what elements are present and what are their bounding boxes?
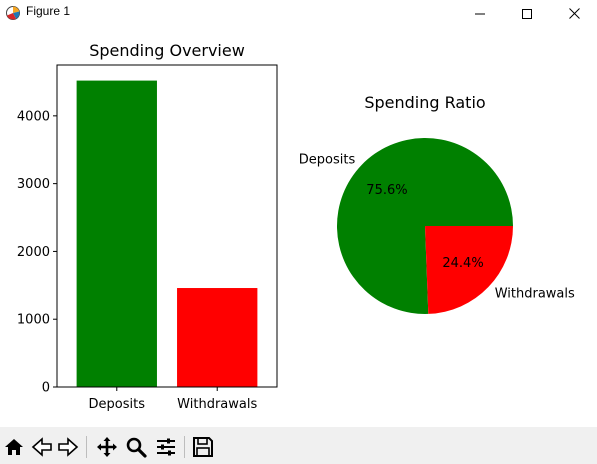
home-button[interactable] [2, 435, 26, 459]
save-icon [193, 437, 213, 457]
save-button[interactable] [191, 435, 215, 459]
forward-icon [58, 437, 79, 457]
bar-deposits [76, 80, 157, 387]
window-title: Figure 1 [26, 4, 71, 18]
pie-label: Withdrawals [495, 287, 575, 302]
back-icon [31, 437, 52, 457]
matplotlib-figure-icon [6, 6, 20, 20]
pan-button[interactable] [95, 435, 119, 459]
close-icon [568, 8, 580, 19]
pie-percent-label: 75.6% [366, 183, 407, 198]
maximize-button[interactable] [504, 0, 550, 27]
y-tick-label: 3000 [17, 177, 50, 192]
pie-labels: 75.6% Deposits 24.4% Withdrawals [299, 152, 575, 301]
back-button[interactable] [30, 435, 54, 459]
bar-axes-frame [56, 64, 278, 388]
forward-button[interactable] [56, 435, 80, 459]
pan-icon [97, 437, 117, 457]
navigation-toolbar [0, 427, 597, 464]
bar-chart: Spending Overview 0 1000 2000 3000 4000 Depo… [17, 41, 278, 412]
toolbar-separator [184, 436, 185, 458]
minimize-icon [475, 13, 485, 14]
y-tick-label: 0 [42, 381, 50, 396]
zoom-icon [126, 437, 147, 458]
figure-canvas: Spending Overview 0 1000 2000 3000 4000 Depo… [0, 27, 597, 427]
close-button[interactable] [551, 0, 597, 27]
pie-slice-withdrawals [425, 226, 513, 314]
x-tick-label: Deposits [89, 397, 146, 412]
bar-x-axis: Deposits Withdrawals [89, 387, 257, 412]
x-tick-label: Withdrawals [177, 397, 257, 412]
bar-chart-title: Spending Overview [89, 41, 245, 60]
pie-marks [336, 138, 513, 314]
configure-subplots-icon [157, 438, 175, 456]
maximize-icon [522, 8, 532, 19]
bar-y-axis: 0 1000 2000 3000 4000 [17, 109, 57, 396]
zoom-button[interactable] [124, 435, 148, 459]
bar-marks [76, 80, 258, 387]
configure-subplots-button[interactable] [154, 435, 178, 459]
pie-slice-deposits [336, 138, 513, 314]
minimize-button[interactable] [457, 0, 503, 27]
bar-withdrawals [177, 288, 258, 387]
pie-chart-title: Spending Ratio [364, 93, 485, 112]
pie-label: Deposits [299, 152, 356, 167]
y-tick-label: 2000 [17, 245, 50, 260]
y-tick-label: 4000 [17, 109, 50, 124]
toolbar-separator [86, 436, 87, 458]
pie-chart: Spending Ratio 75.6% Deposits 24.4% Withdra… [299, 93, 575, 314]
home-icon [5, 439, 23, 455]
pie-percent-label: 24.4% [442, 256, 483, 271]
figure-svg: Spending Overview 0 1000 2000 3000 4000 Depo… [17, 41, 575, 412]
y-tick-label: 1000 [17, 313, 50, 328]
window-titlebar: Figure 1 [0, 0, 597, 27]
